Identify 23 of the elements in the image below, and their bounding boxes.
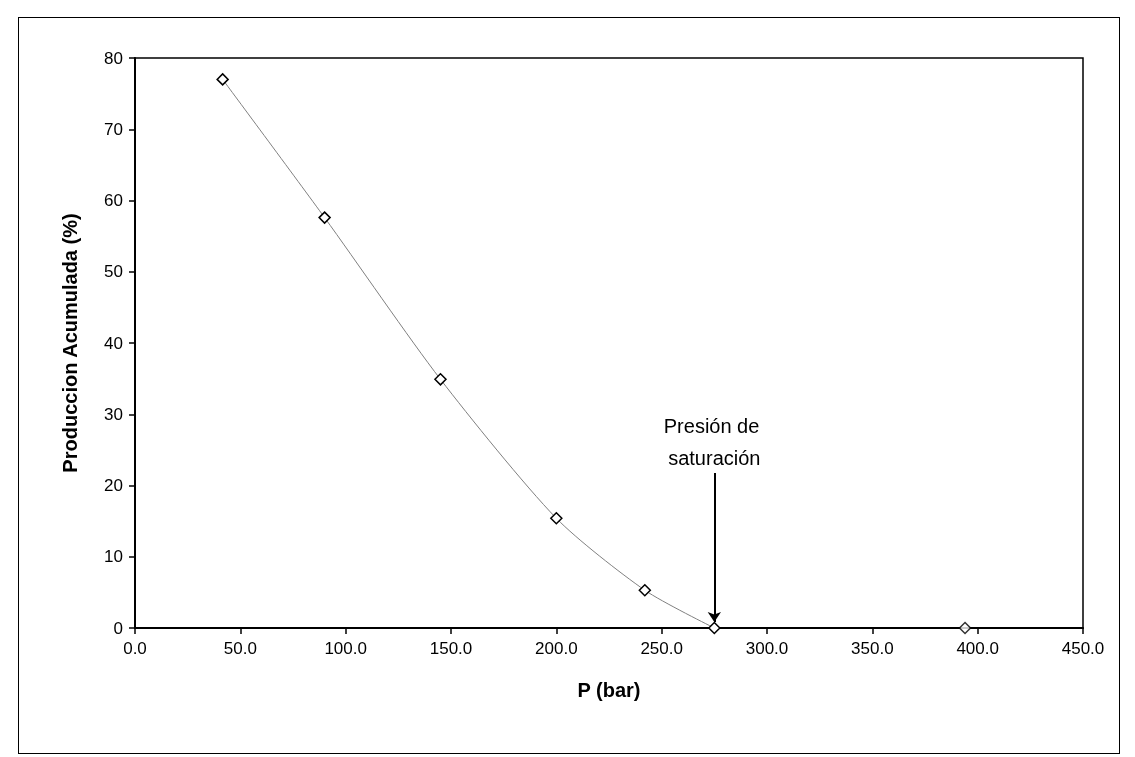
x-tick-label: 200.0 (535, 639, 578, 658)
x-axis-title: P (bar) (577, 679, 641, 701)
y-axis-title: Produccion Acumulada (%) (59, 213, 81, 473)
x-tick-label: 0.0 (123, 639, 147, 658)
y-tick-label: 20 (104, 476, 123, 495)
x-tick-label: 450.0 (1061, 639, 1105, 658)
x-tick-label: 350.0 (851, 639, 894, 658)
y-tick-label: 40 (104, 333, 123, 353)
y-tick-label: 70 (104, 119, 123, 139)
x-tick-label: 300.0 (745, 639, 789, 658)
y-tick-label: 60 (104, 191, 123, 210)
x-tick-label: 400.0 (956, 639, 999, 658)
x-tick-label: 250.0 (640, 639, 683, 658)
y-tick-label: 30 (104, 404, 123, 424)
point (958, 621, 972, 635)
x-tick-label: 100.0 (324, 639, 367, 658)
y-tick-label: 50 (104, 262, 123, 282)
x-tick-label: 50.0 (223, 639, 257, 658)
x-tick-label: 150.0 (429, 639, 473, 658)
y-tick-label: 80 (104, 48, 123, 68)
y-tick-label: 10 (104, 547, 123, 567)
annotation: Presión de saturación (663, 415, 765, 469)
y-tick-label: 0 (113, 618, 123, 638)
